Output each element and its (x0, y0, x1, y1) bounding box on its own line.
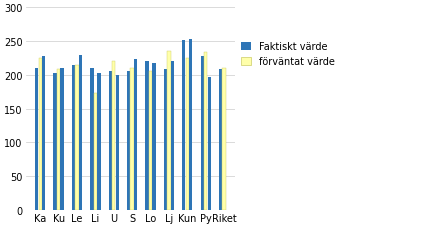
Bar (164, 70, 167, 210)
Bar (201, 57, 204, 210)
Bar (149, 72, 152, 210)
Bar (42, 57, 45, 210)
Bar (116, 75, 119, 210)
Bar (182, 41, 186, 210)
Bar (79, 56, 82, 210)
Bar (167, 52, 171, 210)
Bar (60, 69, 64, 210)
Bar (90, 69, 93, 210)
Bar (75, 65, 78, 210)
Bar (171, 62, 174, 210)
Bar (153, 63, 156, 210)
Bar (112, 62, 116, 210)
Bar (108, 72, 112, 210)
Bar (146, 62, 149, 210)
Bar (94, 94, 97, 210)
Legend: Faktiskt värde, förväntat värde: Faktiskt värde, förväntat värde (237, 38, 339, 71)
Bar (219, 69, 222, 210)
Bar (53, 74, 57, 210)
Bar (97, 74, 101, 210)
Bar (189, 40, 192, 210)
Bar (186, 59, 189, 210)
Bar (127, 72, 130, 210)
Bar (134, 59, 137, 210)
Bar (39, 59, 42, 210)
Bar (222, 69, 226, 210)
Bar (131, 69, 134, 210)
Bar (35, 69, 38, 210)
Bar (204, 53, 207, 210)
Bar (57, 69, 60, 210)
Bar (208, 77, 211, 210)
Bar (72, 66, 75, 210)
